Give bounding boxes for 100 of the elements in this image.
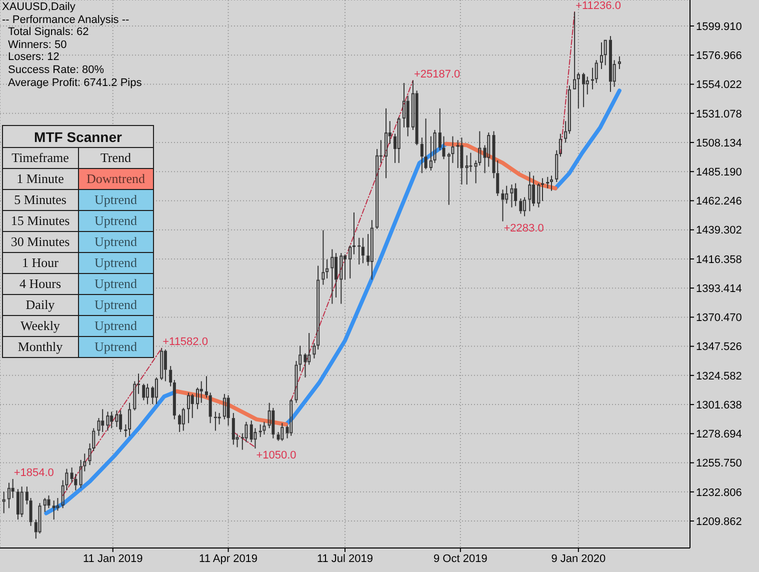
candlestick xyxy=(456,140,460,169)
chart-title: XAUUSD,Daily xyxy=(2,1,76,13)
y-tick-label: 1599.910 xyxy=(696,20,742,33)
candlestick xyxy=(196,387,200,410)
y-tick-label: 1576.966 xyxy=(696,50,742,62)
candlestick xyxy=(110,411,114,429)
candlestick xyxy=(2,491,6,514)
annotation: Average Profit: 6741.2 Pips xyxy=(8,76,142,89)
y-tick-label: 1531.078 xyxy=(696,108,742,120)
candlestick xyxy=(532,175,536,207)
category-label: 1 Minute xyxy=(16,171,64,186)
candlestick xyxy=(340,252,343,304)
candlestick xyxy=(11,478,14,498)
candlestick xyxy=(226,394,230,426)
candlestick xyxy=(74,473,78,491)
candlestick xyxy=(254,428,257,449)
category-label: 5 Minutes xyxy=(14,192,66,207)
candlestick xyxy=(232,412,235,446)
category-label: Weekly xyxy=(20,318,60,333)
candlestick xyxy=(564,120,568,144)
text: Uptrend xyxy=(94,192,138,207)
candlestick xyxy=(97,418,100,436)
candlestick xyxy=(187,392,190,424)
candlestick xyxy=(52,500,56,520)
candlestick xyxy=(56,497,60,512)
category-label: 15 Minutes xyxy=(10,213,70,228)
category-label: 1 Hour xyxy=(22,255,58,270)
candlestick xyxy=(519,198,522,214)
candlestick xyxy=(478,130,482,166)
text: Uptrend xyxy=(94,255,138,270)
text: MTF Scanner xyxy=(34,128,122,144)
candlestick xyxy=(420,137,424,174)
x-tick-label: 11 Jan 2019 xyxy=(82,552,143,565)
candlestick xyxy=(312,342,316,359)
y-tick-label: 1393.414 xyxy=(696,282,742,295)
annotation: Total Signals: 62 xyxy=(8,26,89,38)
annotation: Success Rate: 80% xyxy=(8,64,104,76)
candlestick xyxy=(469,152,472,172)
candlestick xyxy=(546,176,550,189)
candlestick xyxy=(438,108,442,151)
y-tick-label: 1278.694 xyxy=(696,428,742,441)
candlestick xyxy=(514,182,518,207)
candlestick xyxy=(618,56,621,70)
candlestick xyxy=(244,421,248,443)
y-tick-label: 1554.022 xyxy=(696,79,742,92)
candlestick xyxy=(106,411,110,432)
category-label: 4 Hours xyxy=(19,276,62,291)
candlestick xyxy=(442,136,446,160)
y-tick-label: 1508.134 xyxy=(696,137,742,150)
candlestick xyxy=(465,154,468,186)
annotation: +2283.0 xyxy=(504,222,544,235)
candlestick xyxy=(25,486,28,505)
candlestick xyxy=(523,196,526,217)
candlestick xyxy=(316,265,320,350)
candlestick xyxy=(290,398,293,436)
category-label: Daily xyxy=(26,297,55,312)
candlestick xyxy=(555,150,558,182)
candlestick xyxy=(334,252,338,298)
text: Uptrend xyxy=(94,276,138,291)
text: Uptrend xyxy=(94,339,138,354)
candlestick xyxy=(272,407,275,439)
candlestick xyxy=(528,171,532,212)
candlestick xyxy=(208,392,212,424)
candlestick xyxy=(550,175,553,192)
candlestick xyxy=(460,137,464,186)
candlestick xyxy=(79,459,82,488)
candlestick xyxy=(7,482,10,509)
candlestick xyxy=(146,383,149,405)
y-tick-label: 1462.246 xyxy=(696,196,742,208)
candlestick xyxy=(330,248,334,304)
candlestick xyxy=(487,132,490,168)
candlestick xyxy=(101,408,104,433)
annotation: +1854.0 xyxy=(14,466,54,479)
annotation: +1050.0 xyxy=(256,450,296,462)
candlestick xyxy=(406,95,410,137)
y-tick-label: 1370.470 xyxy=(696,312,742,324)
candlestick xyxy=(70,467,74,484)
candlestick xyxy=(119,410,122,433)
annotation: -- Performance Analysis -- xyxy=(2,14,130,26)
candlestick xyxy=(384,108,388,179)
candlestick xyxy=(541,178,544,202)
candlestick xyxy=(451,136,454,164)
candlestick xyxy=(402,82,406,128)
y-tick-label: 1232.806 xyxy=(696,486,742,499)
y-tick-label: 1485.190 xyxy=(696,166,742,178)
y-tick-label: 1347.526 xyxy=(696,341,742,354)
annotation: +11236.0 xyxy=(576,0,621,12)
text: Uptrend xyxy=(94,213,138,228)
candlestick xyxy=(591,67,594,90)
y-tick-label: 1301.638 xyxy=(696,399,742,412)
candlestick xyxy=(160,348,164,380)
candlestick xyxy=(433,129,436,164)
candlestick xyxy=(326,258,329,279)
x-tick-label: 9 Jan 2020 xyxy=(551,552,606,565)
text: Uptrend xyxy=(94,297,138,312)
candlestick xyxy=(218,412,221,425)
candlestick xyxy=(308,332,311,366)
candlestick xyxy=(128,402,132,436)
candlestick xyxy=(124,424,128,438)
text: Uptrend xyxy=(94,234,138,249)
